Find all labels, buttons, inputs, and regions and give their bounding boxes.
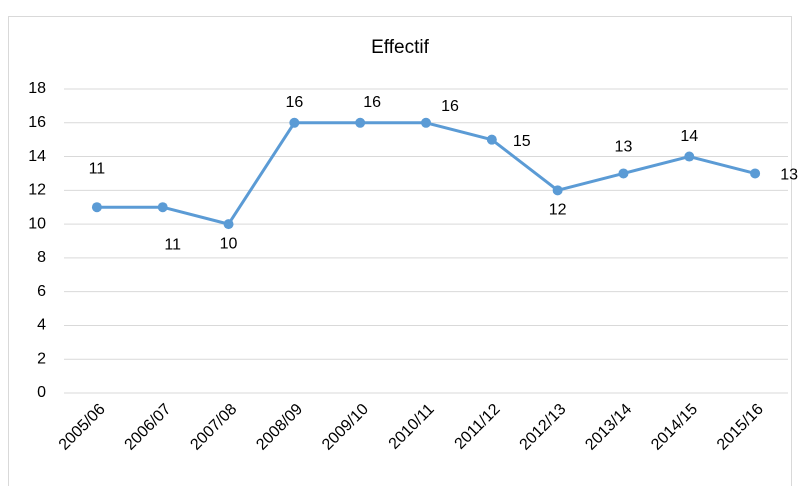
y-tick-label: 8 bbox=[37, 249, 46, 266]
chart-title: Effectif bbox=[371, 37, 429, 58]
y-tick-label: 12 bbox=[28, 182, 46, 199]
point bbox=[552, 185, 563, 196]
data-label: 10 bbox=[220, 235, 238, 252]
point bbox=[91, 202, 102, 213]
point bbox=[421, 117, 431, 128]
point bbox=[684, 151, 695, 162]
data-label: 13 bbox=[780, 167, 798, 184]
data-label: 13 bbox=[615, 139, 633, 156]
y-tick-label: 14 bbox=[28, 148, 46, 165]
data-label: 15 bbox=[513, 133, 531, 150]
point bbox=[355, 117, 366, 128]
chart-border bbox=[8, 16, 792, 486]
y-tick-label: 18 bbox=[28, 80, 46, 97]
point bbox=[223, 219, 234, 230]
data-label: 11 bbox=[89, 160, 106, 177]
data-label: 11 bbox=[164, 236, 181, 253]
data-label: 16 bbox=[285, 94, 303, 111]
y-tick-label: 2 bbox=[37, 350, 46, 367]
y-tick-label: 6 bbox=[37, 283, 46, 300]
data-label: 16 bbox=[363, 94, 381, 111]
point bbox=[289, 117, 300, 128]
y-tick-label: 4 bbox=[37, 317, 46, 334]
point bbox=[486, 134, 497, 145]
point bbox=[157, 202, 168, 213]
y-tick-label: 16 bbox=[28, 114, 46, 131]
data-label: 16 bbox=[441, 98, 459, 115]
y-tick-label: 10 bbox=[28, 215, 46, 232]
y-tick-label: 0 bbox=[37, 384, 46, 401]
data-label: 12 bbox=[549, 202, 567, 219]
point bbox=[618, 168, 629, 179]
data-label: 14 bbox=[680, 128, 698, 145]
point bbox=[750, 168, 761, 179]
